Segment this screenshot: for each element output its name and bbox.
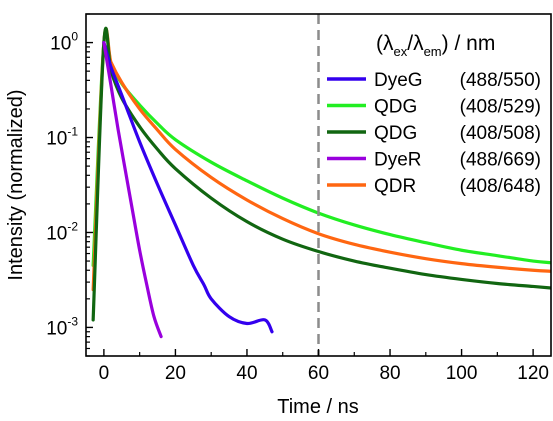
legend-value-qdg-408-508: (408/508)	[460, 123, 541, 144]
legend-title: (λex/λem) / nm	[376, 32, 495, 59]
legend-value-qdg-408-529: (408/529)	[460, 97, 541, 118]
series-line-dyeg-488-550	[102, 40, 274, 334]
legend-value-dyeg-488-550: (488/550)	[460, 70, 541, 91]
y-axis-title: Intensity (normalized)	[5, 89, 27, 280]
y-tick-label: 100	[50, 30, 78, 55]
x-axis-title: Time / ns	[277, 396, 359, 416]
series-line-dyer-488-669	[102, 40, 163, 339]
x-tick-label: 40	[236, 363, 257, 384]
x-tick-label: 120	[517, 363, 549, 384]
x-tick-label: 100	[446, 363, 478, 384]
legend: (λex/λem) / nm DyeG (488/550) QDG (408/529)…	[327, 32, 541, 197]
series-layer	[91, 26, 551, 339]
x-tick-label: 0	[99, 363, 110, 384]
legend-value-qdr-408-648: (408/648)	[460, 176, 541, 197]
x-tick-label: 20	[165, 363, 186, 384]
y-tick-label: 10-2	[46, 219, 78, 244]
legend-value-dyer-488-669: (488/669)	[460, 150, 541, 171]
legend-label-qdr-408-648: QDR	[374, 176, 416, 197]
legend-label-qdg-408-508: QDG	[374, 123, 417, 144]
x-tick-label: 60	[308, 363, 329, 384]
legend-label-qdg-408-529: QDG	[374, 97, 417, 118]
legend-items: DyeG (488/550) QDG (408/529) QDG (408/508) Dye…	[327, 70, 541, 197]
y-tick-label: 10-1	[46, 125, 78, 150]
axis-layer: 0 20 40 60 80 100 120 10-3 10-2 10-1 100	[46, 13, 552, 384]
legend-label-dyer-488-669: DyeR	[374, 150, 422, 171]
legend-label-dyeg-488-550: DyeG	[374, 70, 423, 91]
x-tick-label: 80	[379, 363, 400, 384]
y-tick-label: 10-3	[46, 314, 78, 339]
